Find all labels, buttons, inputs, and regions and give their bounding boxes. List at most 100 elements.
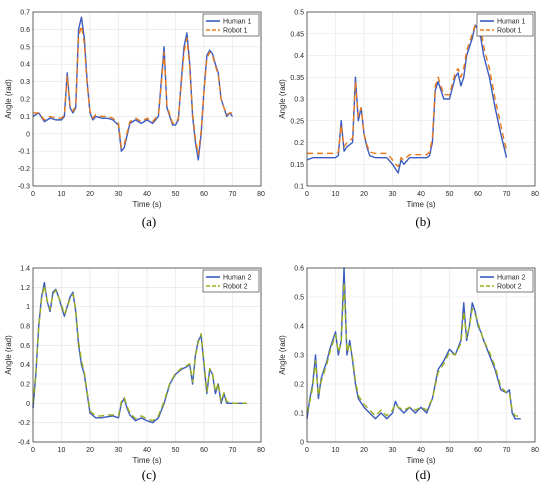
x-tick-label: 10 xyxy=(58,191,66,198)
x-tick-label: 40 xyxy=(143,447,151,454)
x-axis-label: Time (s) xyxy=(406,456,435,465)
panel-caption: (a) xyxy=(142,214,156,229)
y-tick-label: -0.2 xyxy=(18,166,30,173)
axes-frame xyxy=(306,267,536,443)
y-tick-label: -0.3 xyxy=(18,184,30,191)
y-tick-label: 0.6 xyxy=(20,27,30,34)
y-tick-label: 0.2 xyxy=(294,140,304,147)
x-axis-label: Time (s) xyxy=(406,200,435,209)
x-tick-label: 60 xyxy=(200,447,208,454)
series-line-2 xyxy=(307,24,508,168)
x-tick-label: 50 xyxy=(172,191,180,198)
y-tick-label: 0.45 xyxy=(290,31,304,38)
x-tick-label: 30 xyxy=(389,447,397,454)
y-tick-label: -0.1 xyxy=(18,149,30,156)
y-tick-label: 1.2 xyxy=(20,285,30,292)
series-line-1 xyxy=(306,267,521,420)
x-tick-label: 40 xyxy=(417,191,425,198)
y-axis-label: Angle (rad) xyxy=(278,335,287,375)
y-tick-label: 0.25 xyxy=(290,118,304,125)
x-tick-label: 80 xyxy=(531,447,539,454)
y-tick-label: 0.5 xyxy=(20,44,30,51)
y-tick-label: -0.2 xyxy=(18,420,30,427)
x-tick-label: 70 xyxy=(229,191,237,198)
y-tick-label: 1 xyxy=(26,304,30,311)
axes-frame xyxy=(306,11,536,187)
axes-frame xyxy=(32,267,262,443)
x-tick-label: 60 xyxy=(200,191,208,198)
x-tick-label: 30 xyxy=(115,191,123,198)
y-tick-label: 0.15 xyxy=(290,162,304,169)
x-tick-label: 20 xyxy=(86,191,94,198)
legend-label: Robot 1 xyxy=(223,28,248,35)
panel-caption: (b) xyxy=(415,214,430,229)
legend-box xyxy=(476,269,534,293)
y-tick-label: 0.8 xyxy=(20,324,30,331)
x-tick-label: 60 xyxy=(474,191,482,198)
y-tick-label: 0.1 xyxy=(20,114,30,121)
y-axis-label: Angle (rad) xyxy=(4,79,13,119)
y-tick-label: 1.4 xyxy=(20,266,30,273)
y-tick-label: 0.35 xyxy=(290,75,304,82)
x-tick-label: 40 xyxy=(143,191,151,198)
x-tick-label: 10 xyxy=(332,447,340,454)
x-tick-label: 0 xyxy=(305,447,309,454)
x-tick-label: 50 xyxy=(446,447,454,454)
y-tick-label: 0.2 xyxy=(20,382,30,389)
legend-label: Human 1 xyxy=(223,19,252,26)
x-tick-label: 60 xyxy=(474,447,482,454)
series-line-1 xyxy=(306,24,508,174)
chart-panel-1: 0 10 20 30 40 50 60 70 80 -0.3 -0.2 -0.1 0 0.1 0.2 0.3 0… xyxy=(4,10,265,230)
y-tick-label: 0.6 xyxy=(294,266,304,273)
y-tick-label: 0.3 xyxy=(20,79,30,86)
x-tick-label: 70 xyxy=(229,447,237,454)
x-tick-label: 70 xyxy=(503,447,511,454)
x-tick-label: 40 xyxy=(417,447,425,454)
panel-caption: (c) xyxy=(142,467,156,482)
legend-label: Human 2 xyxy=(223,275,252,282)
chart-panel-4: 0 10 20 30 40 50 60 70 80 0 0.1 0.2 0.3 0.4 0.5 0.6 Time… xyxy=(278,266,539,483)
legend-label: Robot 1 xyxy=(497,28,522,35)
y-tick-label: 0.1 xyxy=(294,184,304,191)
y-tick-label: 0.2 xyxy=(20,97,30,104)
legend: Human 2 Robot 2 xyxy=(476,269,534,293)
y-axis-label: Angle (rad) xyxy=(4,335,13,375)
y-tick-label: 0.6 xyxy=(20,343,30,350)
legend-label: Human 2 xyxy=(497,275,526,282)
x-tick-label: 80 xyxy=(531,191,539,198)
x-tick-label: 20 xyxy=(360,447,368,454)
x-tick-label: 30 xyxy=(389,191,397,198)
x-tick-label: 0 xyxy=(31,447,35,454)
series-line-2 xyxy=(33,25,233,156)
x-tick-label: 80 xyxy=(257,191,265,198)
legend-label: Robot 2 xyxy=(223,284,248,291)
x-tick-label: 70 xyxy=(503,191,511,198)
legend: Human 2 Robot 2 xyxy=(202,269,260,293)
legend-box xyxy=(202,269,260,293)
x-tick-label: 50 xyxy=(446,191,454,198)
y-tick-label: -0.4 xyxy=(18,440,30,447)
y-tick-label: 0 xyxy=(26,401,30,408)
x-tick-label: 20 xyxy=(360,191,368,198)
y-tick-label: 0.3 xyxy=(294,97,304,104)
y-tick-label: 0.3 xyxy=(294,353,304,360)
legend-box xyxy=(476,13,534,37)
legend: Human 1 Robot 1 xyxy=(202,13,260,37)
legend-label: Robot 2 xyxy=(497,284,522,291)
axes-frame xyxy=(32,11,262,187)
legend-label: Human 1 xyxy=(497,19,526,26)
y-tick-label: 0.4 xyxy=(20,362,30,369)
x-axis-label: Time (s) xyxy=(132,456,161,465)
chart-panel-2: 0 10 20 30 40 50 60 70 80 0.1 0.15 0.2 0.25 0.3 0.35 0.… xyxy=(278,10,539,230)
y-tick-label: 0 xyxy=(26,131,30,138)
x-tick-label: 0 xyxy=(31,191,35,198)
x-tick-label: 0 xyxy=(305,191,309,198)
x-tick-label: 10 xyxy=(58,447,66,454)
x-tick-label: 50 xyxy=(172,447,180,454)
y-tick-label: 0 xyxy=(300,440,304,447)
y-axis-label: Angle (rad) xyxy=(278,79,287,119)
x-tick-label: 30 xyxy=(115,447,123,454)
y-tick-label: 0.4 xyxy=(20,62,30,69)
